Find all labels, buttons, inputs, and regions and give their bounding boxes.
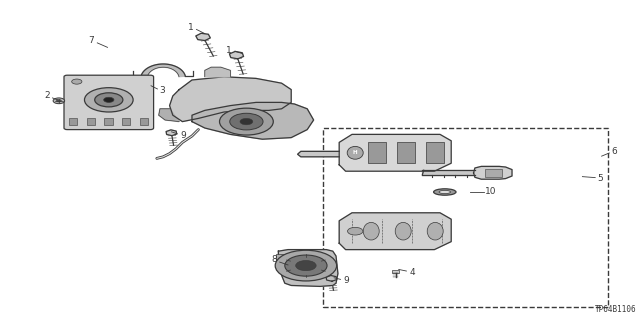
Bar	[140, 118, 148, 125]
Ellipse shape	[396, 222, 412, 240]
Text: TP64B1106: TP64B1106	[595, 305, 637, 314]
Text: 8: 8	[271, 255, 276, 264]
Text: 3: 3	[160, 86, 165, 95]
Polygon shape	[422, 170, 475, 175]
Circle shape	[285, 255, 327, 276]
Text: 7: 7	[89, 36, 94, 45]
Circle shape	[220, 108, 273, 135]
Circle shape	[104, 97, 114, 102]
Text: 10: 10	[484, 188, 496, 196]
Circle shape	[84, 88, 133, 112]
Circle shape	[240, 118, 253, 125]
Bar	[104, 118, 113, 125]
Polygon shape	[159, 109, 179, 122]
Circle shape	[275, 250, 337, 281]
Text: H: H	[353, 150, 358, 155]
Polygon shape	[196, 33, 211, 41]
Ellipse shape	[439, 190, 451, 194]
Bar	[485, 169, 502, 177]
Bar	[368, 142, 386, 163]
Ellipse shape	[428, 222, 444, 240]
Polygon shape	[192, 102, 314, 139]
Polygon shape	[170, 77, 291, 122]
Text: 5: 5	[598, 174, 603, 183]
Polygon shape	[166, 130, 177, 136]
Bar	[122, 118, 131, 125]
Circle shape	[53, 98, 65, 104]
Bar	[397, 142, 415, 163]
Polygon shape	[298, 151, 339, 157]
Polygon shape	[326, 276, 337, 281]
FancyBboxPatch shape	[64, 75, 154, 130]
Polygon shape	[474, 166, 512, 179]
Polygon shape	[339, 213, 451, 250]
Text: 9: 9	[180, 131, 186, 140]
Text: 9: 9	[344, 276, 349, 285]
Bar	[323, 128, 608, 307]
Text: 2: 2	[44, 92, 49, 100]
Ellipse shape	[348, 146, 364, 159]
Text: 1: 1	[227, 46, 232, 55]
Polygon shape	[339, 134, 451, 171]
Circle shape	[296, 260, 316, 271]
Polygon shape	[278, 250, 338, 286]
Polygon shape	[141, 64, 186, 77]
Circle shape	[230, 113, 263, 130]
Bar	[392, 270, 399, 273]
Text: 6: 6	[612, 147, 617, 156]
Circle shape	[348, 227, 363, 235]
Circle shape	[95, 93, 123, 107]
Bar	[69, 118, 77, 125]
Circle shape	[72, 79, 82, 84]
Bar	[86, 118, 95, 125]
Circle shape	[56, 100, 61, 102]
Bar	[276, 254, 284, 261]
Bar	[426, 142, 444, 163]
Polygon shape	[230, 52, 244, 59]
Text: 4: 4	[410, 268, 415, 277]
Text: 1: 1	[188, 23, 193, 32]
Ellipse shape	[364, 222, 380, 240]
Ellipse shape	[434, 189, 456, 195]
Polygon shape	[205, 67, 230, 77]
